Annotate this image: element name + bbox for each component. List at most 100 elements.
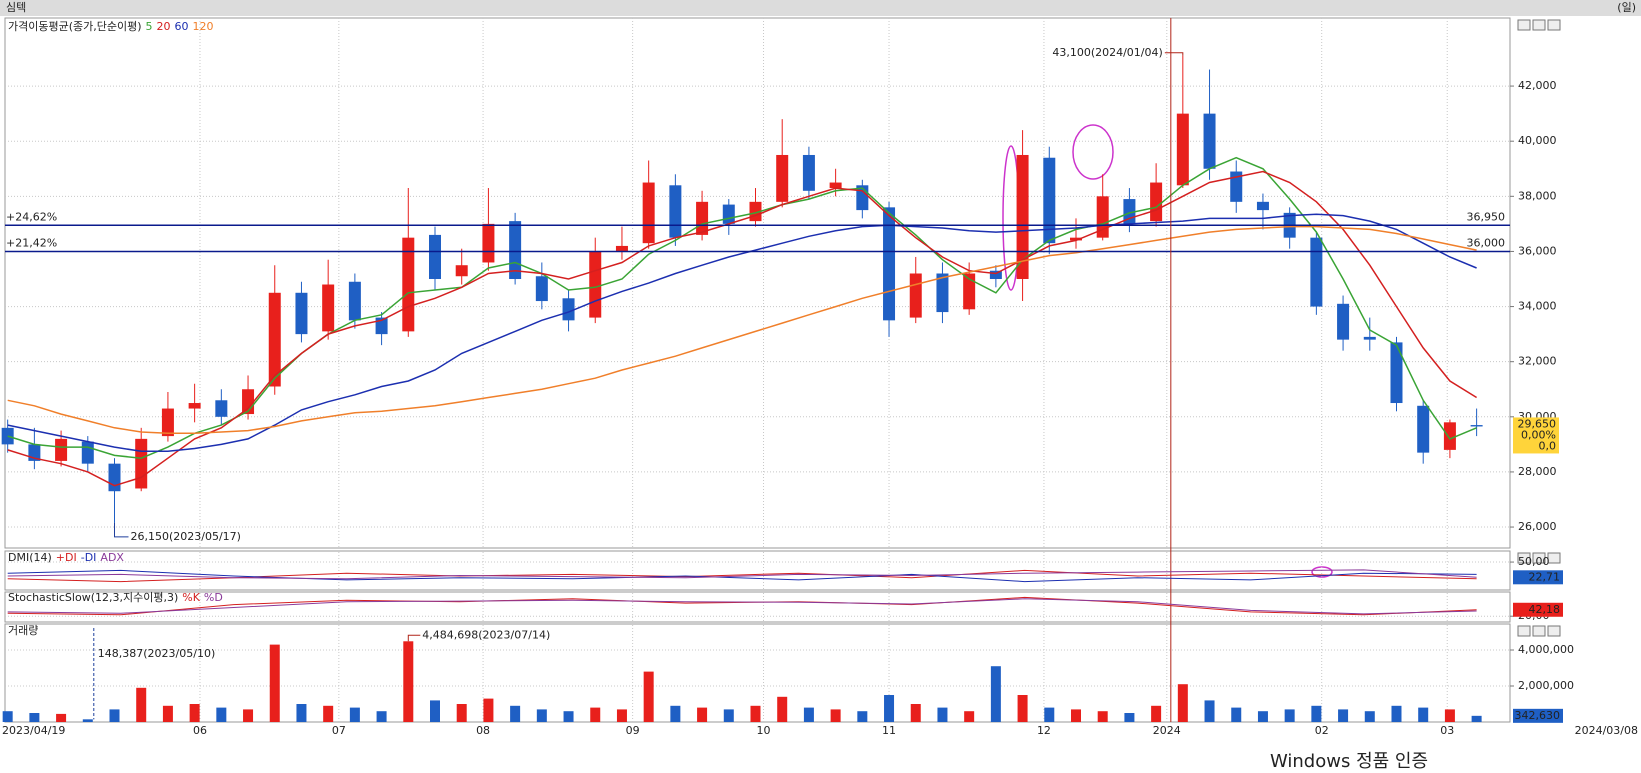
hline-pct: +21,42% (6, 236, 57, 249)
volume-bar (964, 711, 975, 722)
legend-entry: +DI (56, 551, 77, 564)
volume-bar (563, 711, 574, 722)
volume-bar (1097, 711, 1108, 722)
volume-bar (643, 671, 654, 722)
volume-bar (910, 704, 921, 722)
candle-body (81, 441, 94, 464)
candle-body (1203, 113, 1216, 169)
ma-line (7, 156, 1477, 459)
legend-entry: 120 (193, 20, 214, 33)
x-tick-label: 03 (1440, 724, 1454, 737)
last-change: 0,00% (1521, 428, 1556, 441)
last-value: 42,18 (1529, 603, 1561, 616)
stoch-panel (4, 591, 1511, 623)
volume-bar (1231, 707, 1242, 722)
candle-body (1, 427, 14, 445)
candle-body (615, 245, 628, 252)
min-note: 148,387(2023/05/10) (98, 647, 215, 660)
y-tick-label: 38,000 (1518, 189, 1557, 202)
stoch-legend: StochasticSlow(12,3,지수이평,3) %K %D (8, 591, 223, 604)
volume-bar (483, 698, 494, 722)
dmi-panel (4, 550, 1511, 591)
y-tick-label: 50,00 (1518, 555, 1550, 568)
volume-bar (1070, 709, 1081, 722)
candle-body (1016, 154, 1029, 280)
last-diff: 0,0 (1539, 439, 1557, 452)
candle-body (1310, 237, 1323, 307)
candle-body (1176, 113, 1189, 186)
candle-body (1069, 237, 1082, 241)
hline-pct: +24,62% (6, 210, 57, 223)
volume-bar (1311, 705, 1322, 722)
legend-entry: %K (182, 591, 200, 604)
candle-body (161, 408, 174, 437)
candle-body (562, 298, 575, 321)
hline-label: 36,000 (1467, 236, 1506, 249)
volume-bar (376, 711, 387, 722)
volume-bar (750, 705, 761, 722)
x-tick-label: 11 (882, 724, 896, 737)
volume-bar (670, 705, 681, 722)
volume-bar (349, 707, 360, 722)
candle-body (802, 154, 815, 191)
volume-bar (803, 707, 814, 722)
indicator-line (7, 596, 1477, 616)
volume-bar (884, 695, 895, 722)
volume-bar (1284, 709, 1295, 722)
y-tick-label: 42,000 (1518, 79, 1557, 92)
candle-body (348, 281, 361, 321)
candle-body (1337, 303, 1350, 340)
candle-body (188, 403, 201, 409)
volume-bar (616, 709, 627, 722)
volume-bar (1418, 707, 1429, 722)
candle-body (535, 276, 548, 302)
volume-bar (510, 705, 521, 722)
volume-bar (456, 704, 467, 722)
volume-bar (1044, 707, 1055, 722)
candle-body (108, 463, 121, 492)
x-tick-label: 02 (1315, 724, 1329, 737)
last-value: 342,630 (1515, 709, 1561, 722)
candle-body (883, 207, 896, 321)
indicator-title: 가격이동평균(종가,단순이평) (8, 20, 142, 33)
candle-body (589, 251, 602, 318)
period: (일) (1617, 0, 1636, 14)
x-start-label: 2023/04/19 (2, 724, 65, 737)
volume-bar (723, 709, 734, 722)
candle-body (1443, 422, 1456, 450)
candle-body (135, 438, 148, 489)
x-tick-label: 08 (476, 724, 490, 737)
high-note: 43,100(2024/01/04) (1052, 46, 1162, 59)
dmi-legend: DMI(14) +DI -DI ADX (8, 551, 124, 564)
volume-bar (1338, 709, 1349, 722)
candle-body (936, 273, 949, 313)
x-tick-label: 07 (332, 724, 346, 737)
candle-body (268, 292, 281, 387)
candle-body (963, 273, 976, 310)
indicator-line (7, 598, 1477, 615)
candle-body (642, 182, 655, 244)
max-note: 4,484,698(2023/07/14) (422, 628, 550, 641)
volume-bar (243, 709, 254, 722)
candle-body (1390, 342, 1403, 404)
volume-bar (56, 713, 67, 722)
volume-bar (136, 687, 147, 722)
y-tick-label: 4,000,000 (1518, 643, 1574, 656)
candle-body (1230, 171, 1243, 202)
volume-bar (82, 719, 93, 722)
volume-bar (1124, 713, 1135, 722)
volume-bar (697, 707, 708, 722)
y-tick-label: 36,000 (1518, 244, 1557, 257)
ma-line (7, 170, 1477, 487)
price-panel (4, 17, 1511, 549)
panel-title: StochasticSlow(12,3,지수이평,3) (8, 591, 178, 604)
y-tick-label: 40,000 (1518, 134, 1557, 147)
volume-bar (1471, 715, 1482, 722)
stock-name: 심텍 (6, 1, 26, 14)
ma-line (7, 225, 1477, 435)
x-tick-label: 12 (1037, 724, 1051, 737)
y-tick-label: 26,000 (1518, 520, 1557, 533)
volume-bar (1257, 711, 1268, 722)
volume-bar (189, 704, 200, 722)
x-tick-label: 10 (757, 724, 771, 737)
